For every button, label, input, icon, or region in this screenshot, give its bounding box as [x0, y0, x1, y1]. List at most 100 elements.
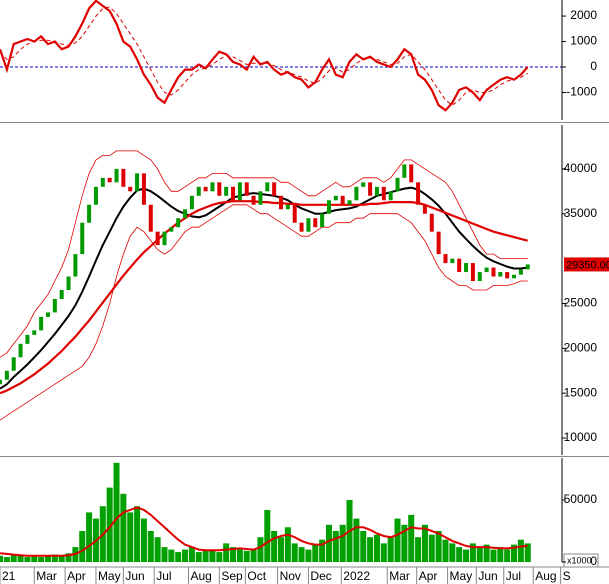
- candle-body: [32, 330, 37, 335]
- unit-label: x1000: [567, 555, 592, 565]
- candle-body: [491, 267, 496, 277]
- volume-bar: [223, 543, 230, 562]
- volume-bar: [524, 543, 531, 562]
- volume-bar: [497, 547, 504, 562]
- candle-body: [224, 186, 229, 196]
- candle-body: [265, 182, 270, 192]
- volume-bar: [408, 514, 415, 562]
- volume-bar: [154, 537, 161, 562]
- candle-body: [148, 204, 153, 232]
- candle-body: [128, 186, 133, 192]
- y-tick-label: 1000: [570, 34, 597, 48]
- volume-bar: [463, 549, 470, 562]
- volume-bar: [243, 550, 250, 562]
- x-tick-label: Oct: [247, 569, 266, 583]
- volume-bar: [325, 524, 332, 562]
- volume-bar: [216, 552, 223, 562]
- y-tick-label: 40000: [564, 161, 598, 175]
- candle-body: [388, 191, 393, 201]
- x-tick-label: Mar: [36, 569, 57, 583]
- volume-bar: [504, 549, 511, 562]
- volume-bar: [236, 549, 243, 562]
- volume-bar: [421, 524, 428, 562]
- oscillator-line: [0, 0, 529, 112]
- volume-bar: [469, 543, 476, 562]
- candle-body: [100, 177, 105, 187]
- x-tick-label: Jun: [478, 569, 497, 583]
- candle-body: [231, 186, 236, 201]
- candle-body: [299, 222, 304, 232]
- candle-body: [80, 222, 85, 255]
- y-tick-label: 50000: [564, 492, 598, 506]
- y-tick-label: 2000: [570, 8, 597, 22]
- candle-body: [107, 177, 112, 183]
- candle-body: [402, 164, 407, 178]
- x-tick-label: Apr: [67, 569, 86, 583]
- volume-bar: [360, 530, 367, 562]
- x-tick-label: May: [450, 569, 473, 583]
- last-price-box: [564, 257, 609, 272]
- volume-bar: [394, 518, 401, 562]
- volume-bar: [182, 549, 189, 562]
- volume-bar: [367, 537, 374, 562]
- volume-bar: [168, 549, 175, 562]
- volume-bar: [291, 543, 298, 562]
- candle-body: [422, 204, 427, 214]
- volume-bar: [517, 539, 524, 562]
- volume-bar: [380, 543, 387, 562]
- candle-body: [121, 168, 126, 187]
- candle-body: [183, 209, 188, 219]
- x-tick-label: Dec: [310, 569, 331, 583]
- volume-bar: [264, 509, 271, 562]
- candle-body: [381, 186, 386, 201]
- volume-bar: [387, 537, 394, 562]
- candle-body: [464, 263, 469, 273]
- volume-bar: [250, 549, 257, 562]
- candle-body: [189, 195, 194, 210]
- volume-bar: [476, 547, 483, 562]
- candle-body: [59, 290, 64, 299]
- volume-bar: [17, 555, 24, 562]
- volume-bar: [271, 530, 278, 562]
- candle-body: [18, 343, 23, 358]
- candle-body: [374, 186, 379, 196]
- candle-body: [25, 334, 30, 344]
- candle-body: [429, 213, 434, 232]
- volume-bar: [230, 547, 237, 562]
- candle-body: [292, 204, 297, 223]
- volume-bar: [428, 534, 435, 562]
- x-axis-band: [0, 567, 609, 584]
- candle-body: [354, 186, 359, 201]
- y-tick-label: 0: [590, 554, 597, 568]
- volume-bar: [65, 553, 72, 562]
- last-price-label: 29350.00: [566, 259, 609, 271]
- candle-body: [333, 195, 338, 201]
- volume-bar: [490, 549, 497, 562]
- volume-bar: [483, 544, 490, 562]
- volume-bar: [127, 512, 134, 562]
- candle-body: [368, 182, 373, 196]
- candle-body: [155, 231, 160, 246]
- volume-bar: [332, 530, 339, 562]
- x-tick-label: Nov: [280, 569, 301, 583]
- candle-body: [326, 200, 331, 214]
- candle-body: [11, 357, 16, 371]
- y-tick-label: -1000: [566, 85, 597, 99]
- candle-body: [210, 182, 215, 192]
- candle-body: [306, 218, 311, 232]
- candle-body: [203, 186, 208, 192]
- candle-body: [505, 272, 510, 279]
- candle-body: [258, 191, 263, 205]
- candle-body: [436, 231, 441, 255]
- candle-body: [251, 195, 256, 205]
- volume-bar: [134, 506, 141, 562]
- candle-body: [45, 312, 50, 317]
- y-tick-label: 0: [590, 59, 597, 73]
- volume-bar: [44, 555, 51, 562]
- x-tick-label: Aug: [190, 569, 211, 583]
- y-tick-label: 35000: [564, 206, 598, 220]
- candle-body: [409, 164, 414, 183]
- candle-body: [416, 182, 421, 205]
- indicator-line: [0, 150, 528, 358]
- candle-body: [525, 264, 530, 270]
